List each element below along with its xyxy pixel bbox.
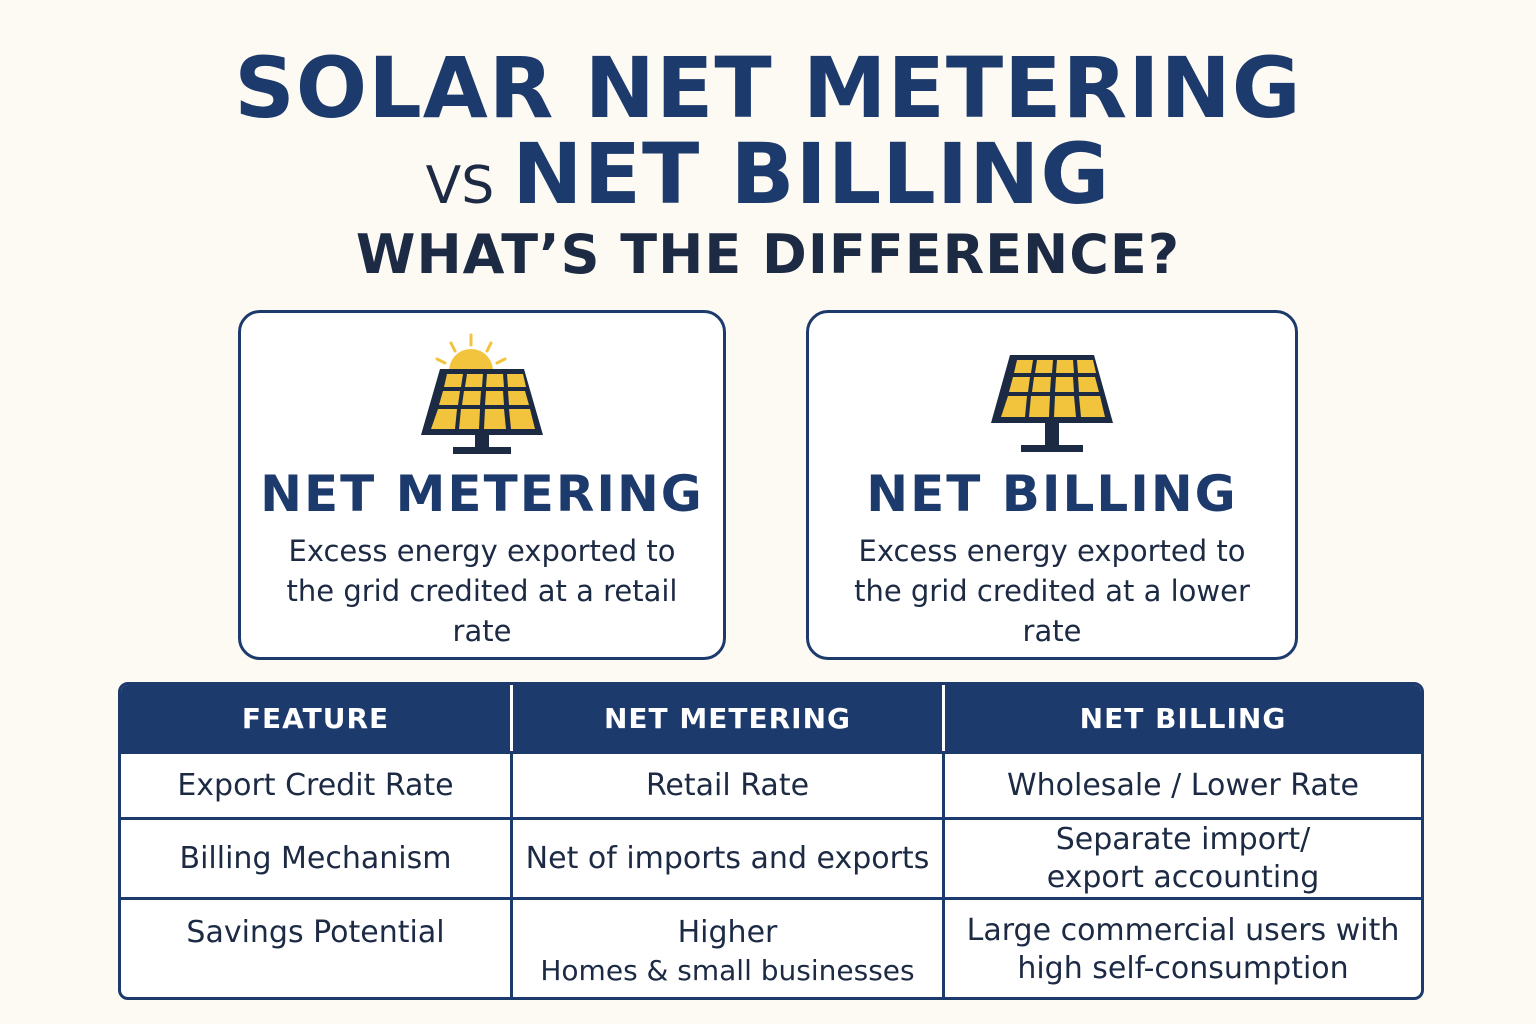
card-title: NET METERING [260,465,704,523]
cell-net-metering: Retail Rate [510,751,942,817]
card-description: Excess energy exported to the grid credi… [286,534,678,648]
cell-net-billing: Large commercial users with high self-co… [942,897,1421,997]
cell-net-billing: Wholesale / Lower Rate [942,751,1421,817]
header-feature: FEATURE [121,685,510,751]
solar-panel-icon [991,355,1113,452]
cell-net-metering: Higher Homes & small businesses [510,897,942,997]
title-net-billing: NET BILLING [512,125,1111,223]
net-metering-card: NET METERING Excess energy exported to t… [238,310,726,660]
cell-feature: Savings Potential [121,897,510,997]
cell-net-billing: Separate import/ export accounting [942,817,1421,897]
comparison-table: FEATURE NET METERING NET BILLING Export … [118,682,1424,1000]
table-row: Savings Potential Higher Homes & small b… [121,897,1421,997]
card-title: NET BILLING [866,465,1238,523]
title-line-2: VS NET BILLING [0,124,1536,248]
vs-label: VS [425,156,495,216]
subtitle: WHAT’S THE DIFFERENCE? [355,223,1181,286]
cell-feature: Export Credit Rate [121,751,510,817]
header-net-billing: NET BILLING [942,685,1421,751]
title-line-1: SOLAR NET METERING [234,39,1302,137]
table-header-row: FEATURE NET METERING NET BILLING [121,685,1421,751]
cell-net-metering-sub: Homes & small businesses [540,954,915,987]
table-row: Export Credit Rate Retail Rate Wholesale… [121,751,1421,817]
cell-net-metering: Net of imports and exports [510,817,942,897]
cell-net-metering-main: Higher [677,915,778,950]
cell-feature: Billing Mechanism [121,817,510,897]
table-row: Billing Mechanism Net of imports and exp… [121,817,1421,897]
card-description: Excess energy exported to the grid credi… [854,534,1250,648]
solar-panel-with-sun-icon [421,333,543,454]
net-billing-card: NET BILLING Excess energy exported to th… [806,310,1298,660]
header-net-metering: NET METERING [510,685,942,751]
